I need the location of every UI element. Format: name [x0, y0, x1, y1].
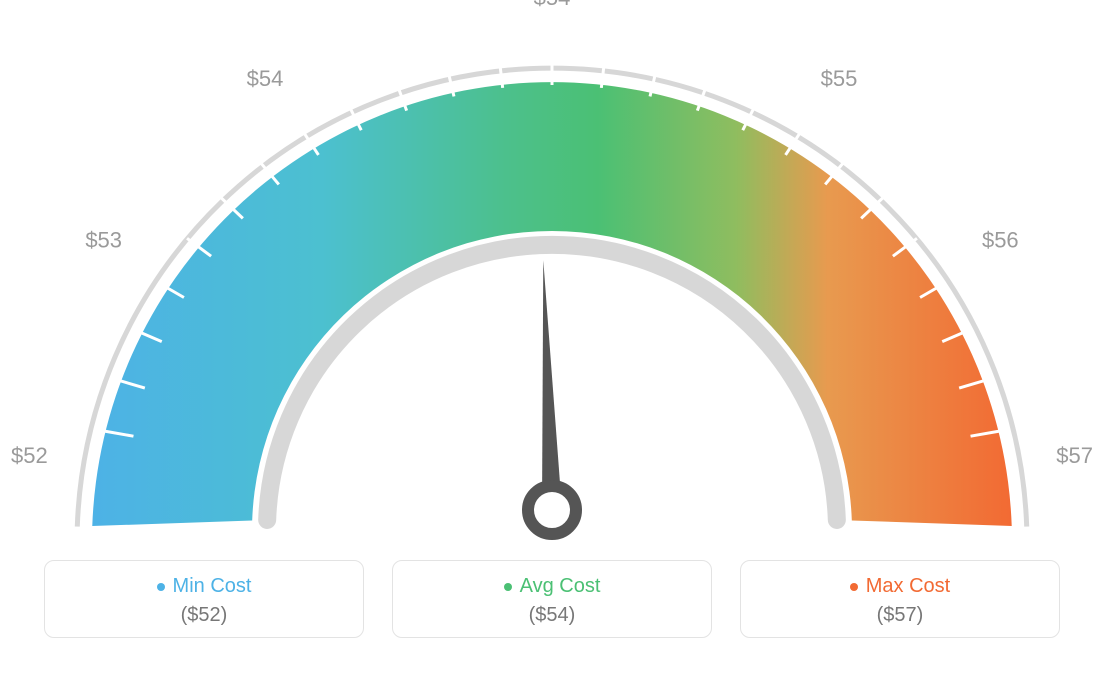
gauge-tick-label: $56	[982, 227, 1019, 252]
legend-dot-icon	[850, 583, 858, 591]
gauge-tick	[697, 82, 707, 110]
gauge-tick-label: $52	[11, 443, 48, 468]
legend-card-min: Min Cost ($52)	[44, 560, 364, 638]
legend-card-avg: Avg Cost ($54)	[392, 560, 712, 638]
legend-value: ($57)	[877, 604, 924, 627]
legend-label: Avg Cost	[520, 575, 601, 598]
gauge-tick-label: $54	[247, 66, 284, 91]
gauge-needle	[542, 260, 562, 510]
legend-title-avg: Avg Cost	[504, 575, 601, 598]
legend-title-min: Min Cost	[157, 575, 252, 598]
gauge-tick-label: $55	[821, 66, 858, 91]
legend-card-max: Max Cost ($57)	[740, 560, 1060, 638]
gauge-tick-label: $54	[534, 0, 571, 10]
legend-dot-icon	[157, 583, 165, 591]
legend-value: ($52)	[181, 604, 228, 627]
gauge-tick	[499, 58, 502, 88]
legend-label: Max Cost	[866, 575, 950, 598]
legend-row: Min Cost ($52) Avg Cost ($54) Max Cost ($57)	[0, 560, 1104, 638]
legend-value: ($54)	[529, 604, 576, 627]
gauge-tick-label: $53	[85, 227, 122, 252]
legend-label: Min Cost	[173, 575, 252, 598]
legend-dot-icon	[504, 583, 512, 591]
gauge-tick	[396, 82, 406, 110]
legend-title-max: Max Cost	[850, 575, 950, 598]
cost-gauge-chart: $52 $53 $54 $54 $55 $56 $57	[0, 0, 1104, 560]
gauge-tick	[601, 58, 604, 88]
gauge-hub	[528, 486, 576, 534]
gauge-tick-label: $57	[1056, 443, 1093, 468]
